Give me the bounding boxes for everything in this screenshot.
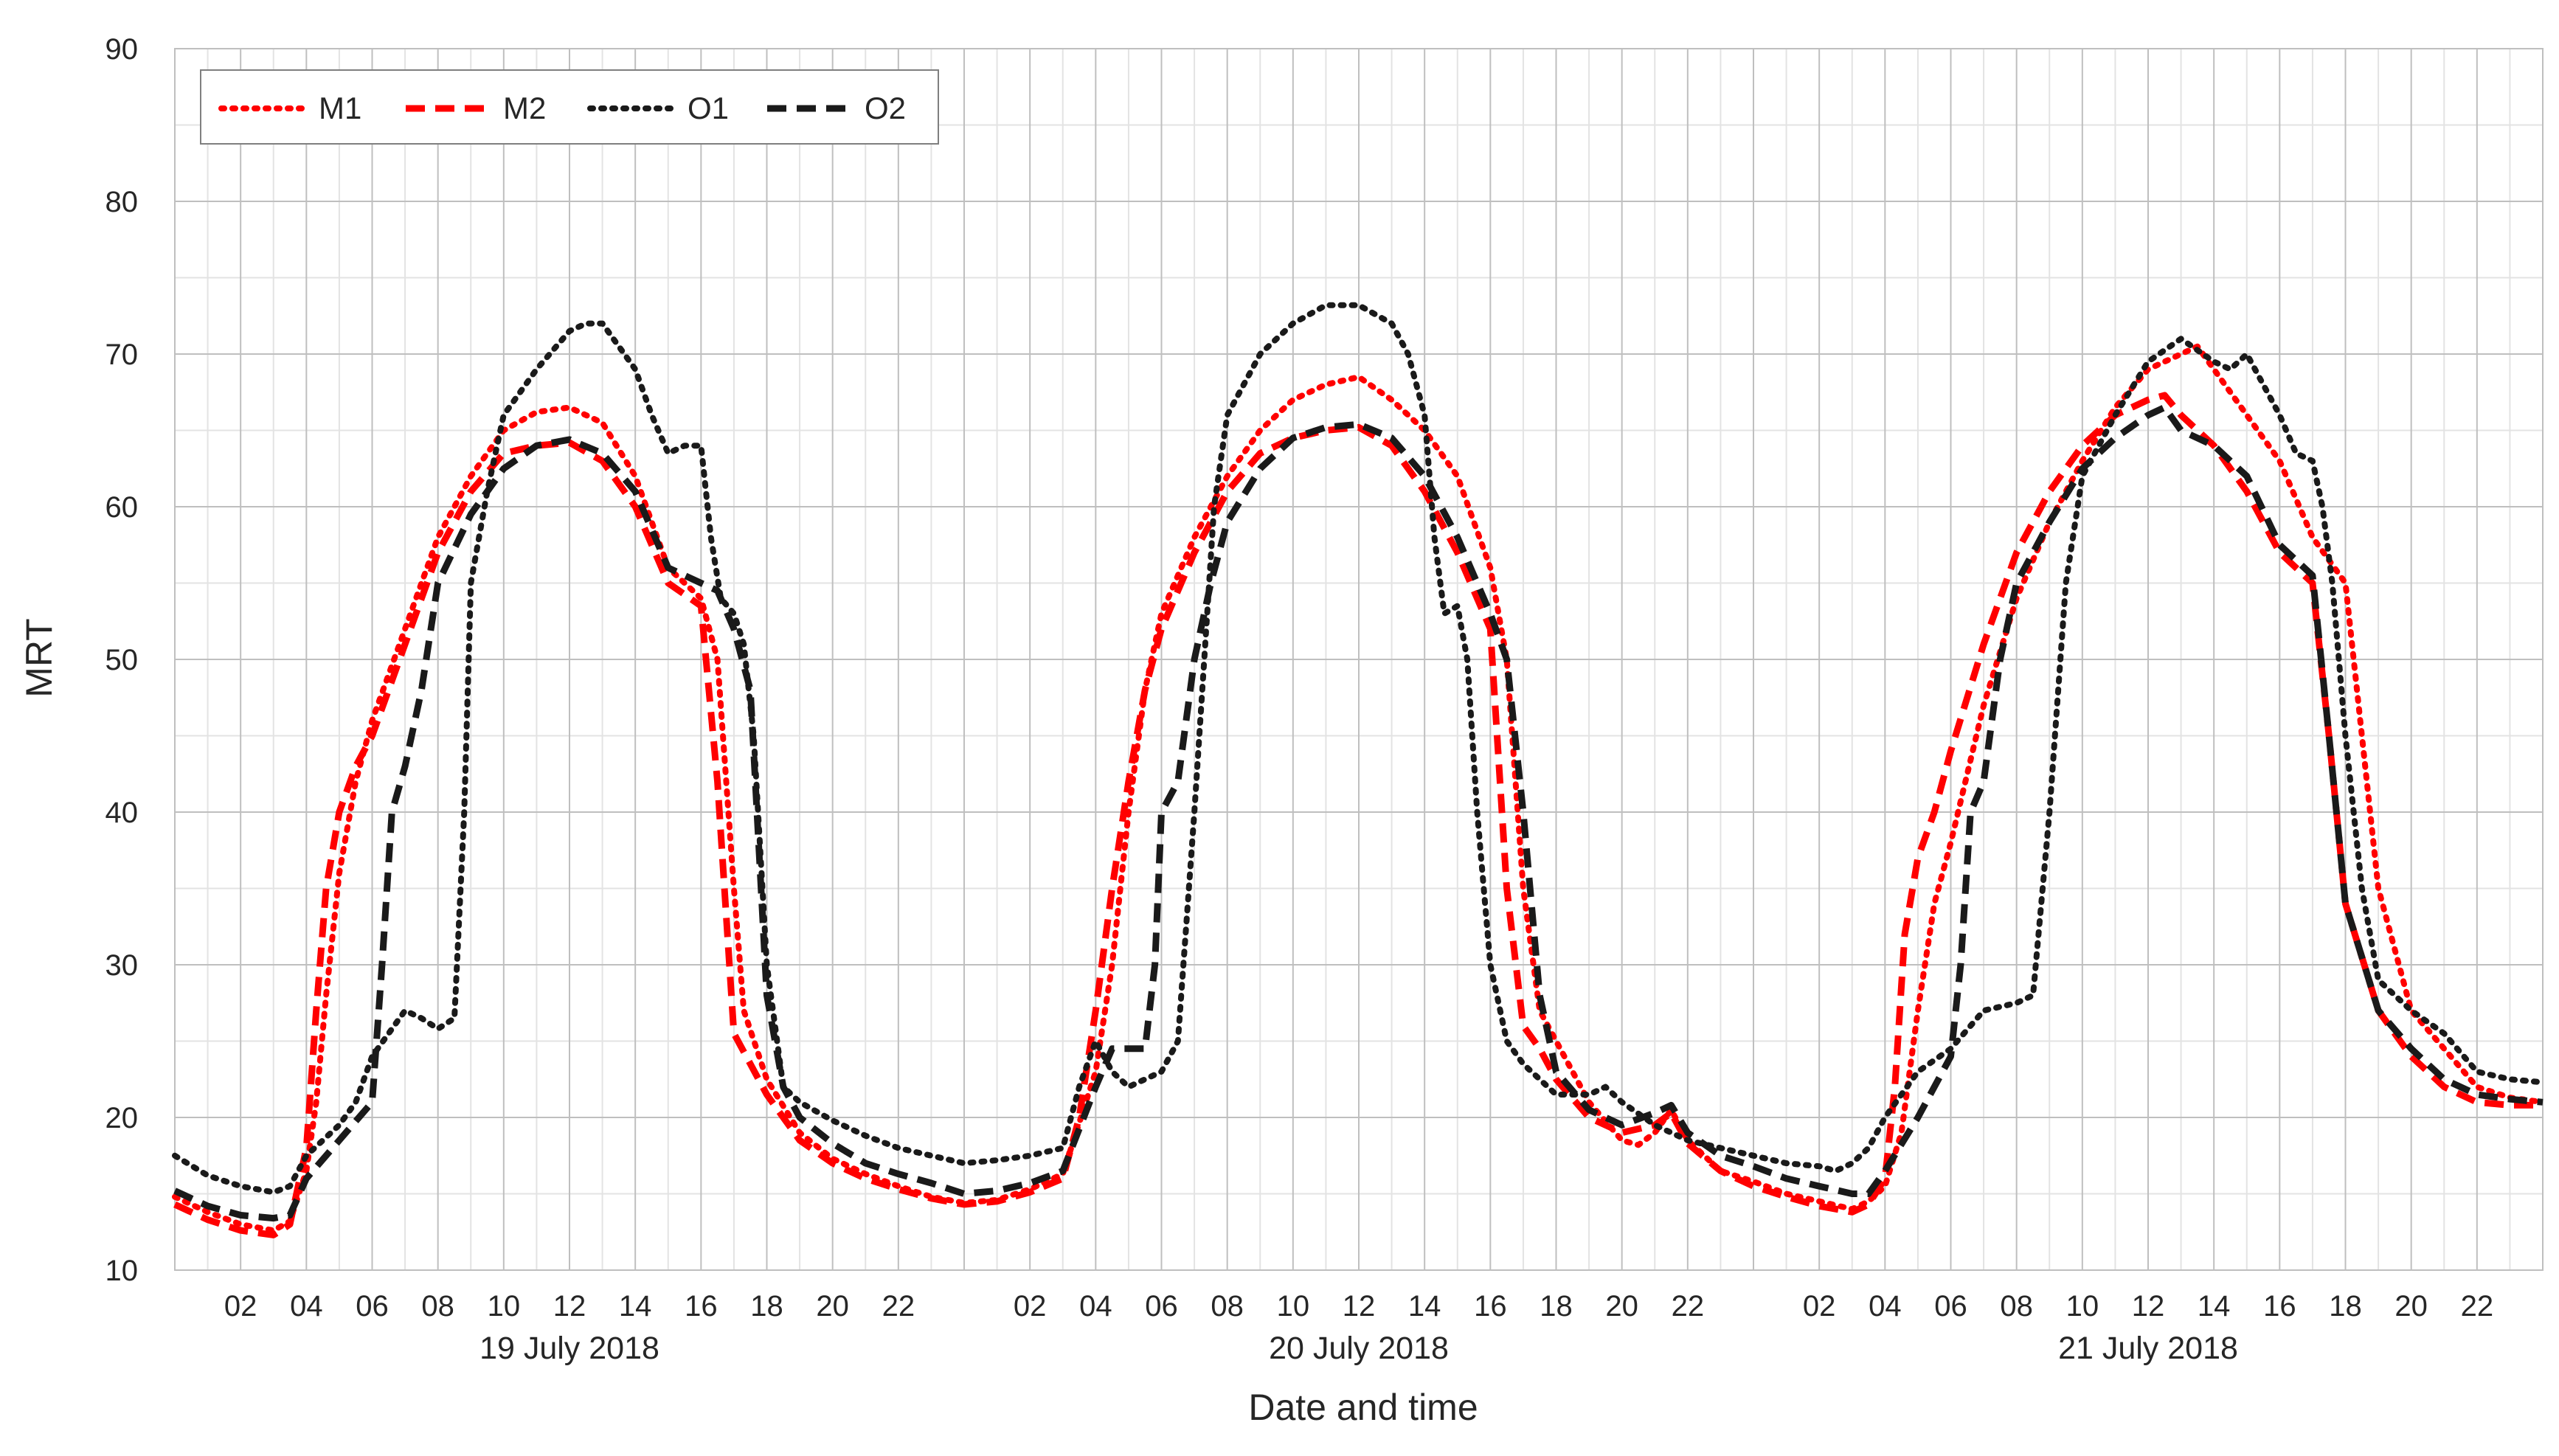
x-tick-label: 10 <box>2066 1290 2099 1322</box>
series-line-o1 <box>172 302 2546 1196</box>
series-lines <box>172 302 2546 1238</box>
x-axis-title: Date and time <box>1248 1387 1478 1428</box>
legend-label-m2: M2 <box>503 91 546 125</box>
y-tick-label: 80 <box>105 186 139 218</box>
x-tick-label: 16 <box>1474 1290 1507 1322</box>
x-tick-label: 06 <box>1934 1290 1967 1322</box>
x-tick-label: 12 <box>2132 1290 2165 1322</box>
y-tick-label: 70 <box>105 339 139 371</box>
x-tick-label: 08 <box>2000 1290 2033 1322</box>
x-tick-label: 04 <box>1079 1290 1112 1322</box>
series-line-o2 <box>173 403 2544 1222</box>
x-tick-label: 14 <box>2198 1290 2231 1322</box>
x-tick-label: 18 <box>1540 1290 1573 1322</box>
day-label: 19 July 2018 <box>479 1331 659 1366</box>
y-tick-label: 60 <box>105 491 139 524</box>
x-tick-label: 04 <box>1869 1290 1902 1322</box>
x-tick-label: 10 <box>1277 1290 1310 1322</box>
plot-area-frame <box>174 48 2544 1271</box>
day-label: 20 July 2018 <box>1269 1331 1449 1366</box>
x-tick-label: 02 <box>1803 1290 1836 1322</box>
x-tick-label: 20 <box>2394 1290 2428 1322</box>
x-tick-label: 18 <box>750 1290 783 1322</box>
y-tick-label: 40 <box>105 797 139 829</box>
x-tick-label: 02 <box>224 1290 257 1322</box>
x-tick-label: 08 <box>1211 1290 1244 1322</box>
x-tick-label: 22 <box>2461 1290 2494 1322</box>
legend-label-o1: O1 <box>688 91 729 125</box>
x-tick-label: 14 <box>619 1290 652 1322</box>
y-tick-label: 20 <box>105 1102 139 1134</box>
x-tick-label: 06 <box>1145 1290 1178 1322</box>
y-axis-title: MRT <box>18 618 60 697</box>
x-tick-label: 16 <box>2263 1290 2296 1322</box>
y-tick-label: 90 <box>105 33 139 66</box>
x-tick-label: 10 <box>488 1290 521 1322</box>
y-tick-label: 50 <box>105 644 139 676</box>
x-tick-label: 22 <box>882 1290 915 1322</box>
legend-label-o2: O2 <box>865 91 906 125</box>
x-tick-label: 18 <box>2329 1290 2362 1322</box>
x-tick-label: 12 <box>553 1290 586 1322</box>
y-axis-tick-labels: 10 20 30 40 50 60 70 80 90 <box>105 33 139 1287</box>
x-tick-label: 06 <box>356 1290 389 1322</box>
x-tick-label: 12 <box>1343 1290 1376 1322</box>
x-tick-label: 20 <box>1605 1290 1638 1322</box>
day-labels: 19 July 2018 20 July 2018 21 July 2018 <box>479 1331 2238 1366</box>
x-tick-label: 22 <box>1672 1290 1705 1322</box>
x-tick-label: 08 <box>421 1290 454 1322</box>
x-tick-label: 14 <box>1408 1290 1441 1322</box>
x-axis-tick-labels: 02 04 06 08 10 12 14 16 18 20 22 02 04 06 08 10 12 14 16 18… <box>224 1290 2493 1322</box>
day-label: 21 July 2018 <box>2058 1331 2238 1366</box>
y-tick-label: 30 <box>105 949 139 982</box>
y-tick-label: 10 <box>105 1255 139 1287</box>
x-tick-label: 20 <box>816 1290 849 1322</box>
x-tick-label: 16 <box>685 1290 718 1322</box>
x-tick-label: 04 <box>290 1290 323 1322</box>
legend: M1 M2 O1 O2 <box>200 69 939 145</box>
x-tick-label: 02 <box>1014 1290 1047 1322</box>
legend-label-m1: M1 <box>319 91 361 125</box>
